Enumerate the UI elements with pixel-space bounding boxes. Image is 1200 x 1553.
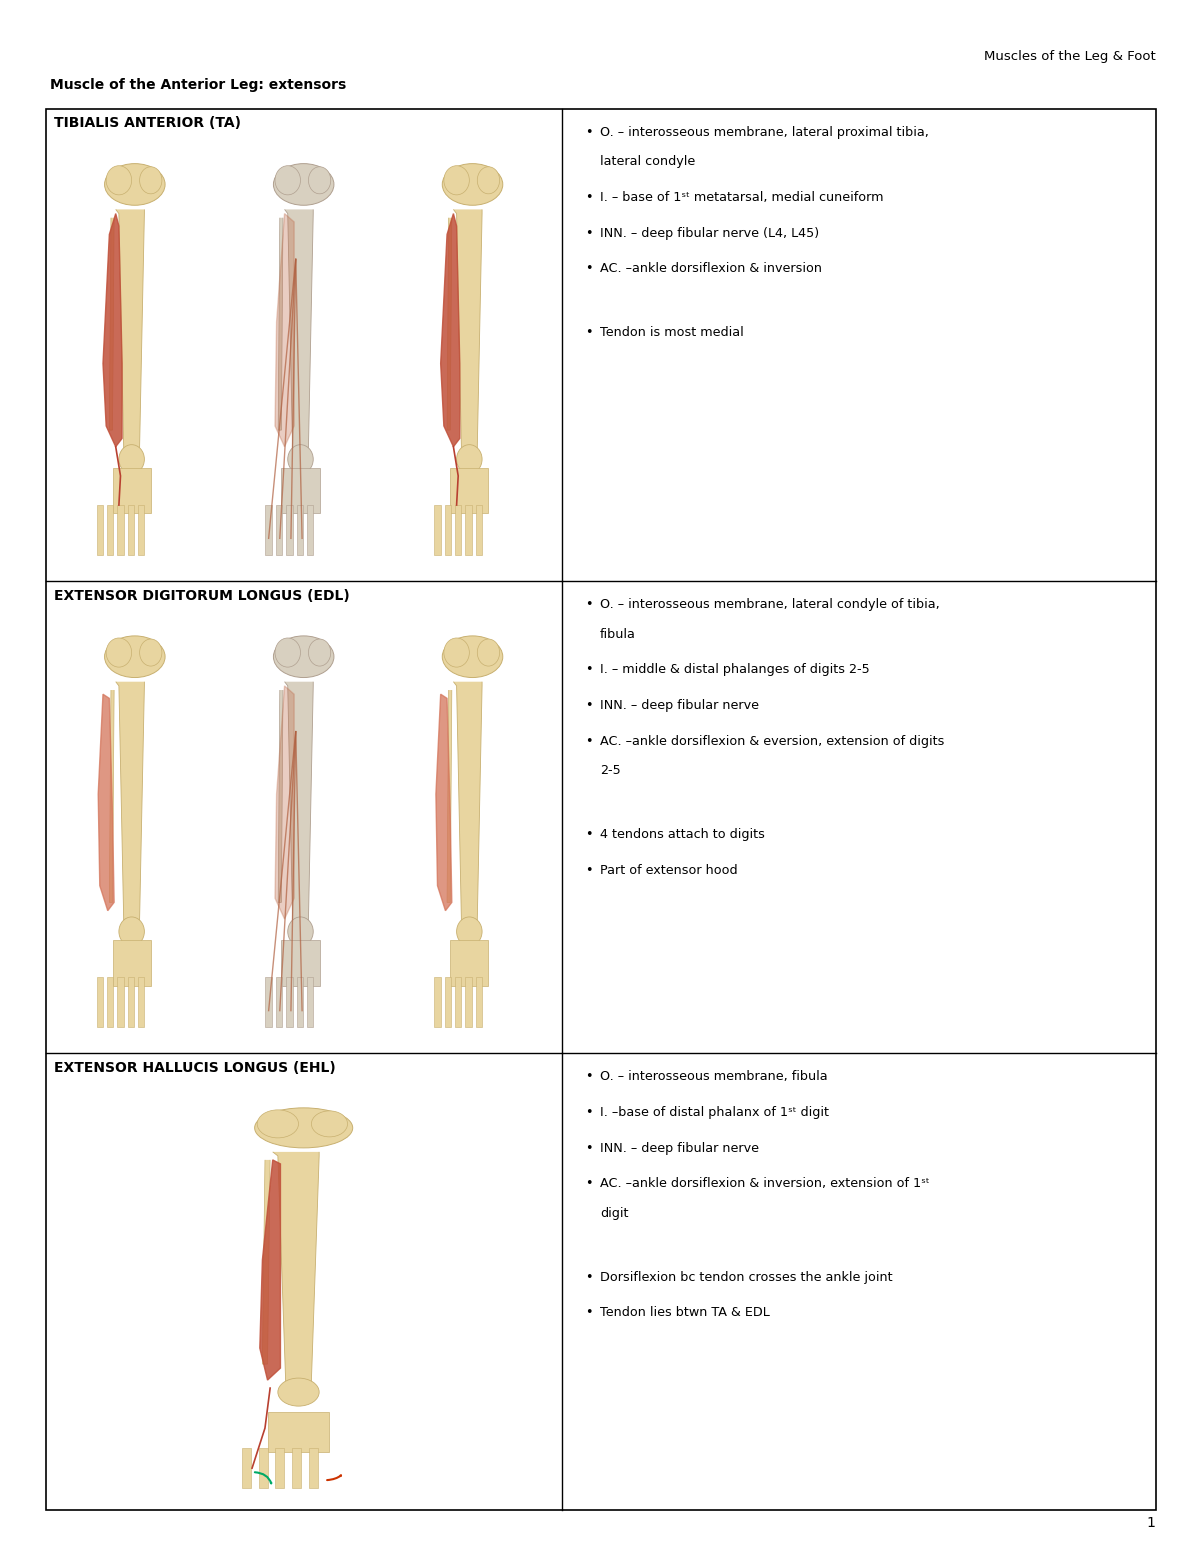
Text: INN. – deep fibular nerve (L4, L45): INN. – deep fibular nerve (L4, L45) (600, 227, 820, 239)
Text: •: • (586, 663, 593, 676)
Text: INN. – deep fibular nerve: INN. – deep fibular nerve (600, 699, 760, 711)
Text: Part of extensor hood: Part of extensor hood (600, 863, 738, 876)
Text: O. – interosseous membrane, lateral proximal tibia,: O. – interosseous membrane, lateral prox… (600, 126, 929, 138)
Text: 4 tendons attach to digits: 4 tendons attach to digits (600, 828, 766, 840)
Text: •: • (586, 326, 593, 339)
Text: fibula: fibula (600, 627, 636, 640)
Text: AC. –ankle dorsiflexion & inversion: AC. –ankle dorsiflexion & inversion (600, 262, 822, 275)
Text: INN. – deep fibular nerve: INN. – deep fibular nerve (600, 1141, 760, 1155)
Text: •: • (586, 1141, 593, 1155)
Text: EXTENSOR HALLUCIS LONGUS (EHL): EXTENSOR HALLUCIS LONGUS (EHL) (54, 1061, 336, 1075)
Text: O. – interosseous membrane, lateral condyle of tibia,: O. – interosseous membrane, lateral cond… (600, 598, 940, 610)
Text: I. – middle & distal phalanges of digits 2-5: I. – middle & distal phalanges of digits… (600, 663, 870, 676)
Text: •: • (586, 227, 593, 239)
Text: 1: 1 (1147, 1516, 1156, 1530)
Text: •: • (586, 828, 593, 840)
Text: EXTENSOR DIGITORUM LONGUS (EDL): EXTENSOR DIGITORUM LONGUS (EDL) (54, 589, 349, 603)
Text: AC. –ankle dorsiflexion & inversion, extension of 1ˢᵗ: AC. –ankle dorsiflexion & inversion, ext… (600, 1177, 930, 1191)
Text: •: • (586, 262, 593, 275)
Text: Muscle of the Anterior Leg: extensors: Muscle of the Anterior Leg: extensors (50, 78, 347, 92)
Text: digit: digit (600, 1207, 629, 1221)
Text: lateral condyle: lateral condyle (600, 155, 695, 168)
Text: •: • (586, 735, 593, 747)
Text: •: • (586, 1177, 593, 1191)
Text: I. – base of 1ˢᵗ metatarsal, medial cuneiform: I. – base of 1ˢᵗ metatarsal, medial cune… (600, 191, 883, 203)
Text: •: • (586, 1270, 593, 1284)
Text: •: • (586, 1070, 593, 1084)
Text: AC. –ankle dorsiflexion & eversion, extension of digits: AC. –ankle dorsiflexion & eversion, exte… (600, 735, 944, 747)
Text: •: • (586, 863, 593, 876)
Text: Tendon lies btwn TA & EDL: Tendon lies btwn TA & EDL (600, 1306, 770, 1320)
Text: Dorsiflexion bc tendon crosses the ankle joint: Dorsiflexion bc tendon crosses the ankle… (600, 1270, 893, 1284)
Text: •: • (586, 191, 593, 203)
Text: •: • (586, 126, 593, 138)
Text: 2-5: 2-5 (600, 764, 620, 776)
Text: TIBIALIS ANTERIOR (TA): TIBIALIS ANTERIOR (TA) (54, 116, 241, 130)
Text: I. –base of distal phalanx of 1ˢᵗ digit: I. –base of distal phalanx of 1ˢᵗ digit (600, 1106, 829, 1120)
Text: •: • (586, 1106, 593, 1120)
Text: O. – interosseous membrane, fibula: O. – interosseous membrane, fibula (600, 1070, 828, 1084)
Text: •: • (586, 699, 593, 711)
Text: Muscles of the Leg & Foot: Muscles of the Leg & Foot (984, 50, 1156, 62)
Text: Tendon is most medial: Tendon is most medial (600, 326, 744, 339)
Text: •: • (586, 1306, 593, 1320)
Text: •: • (586, 598, 593, 610)
